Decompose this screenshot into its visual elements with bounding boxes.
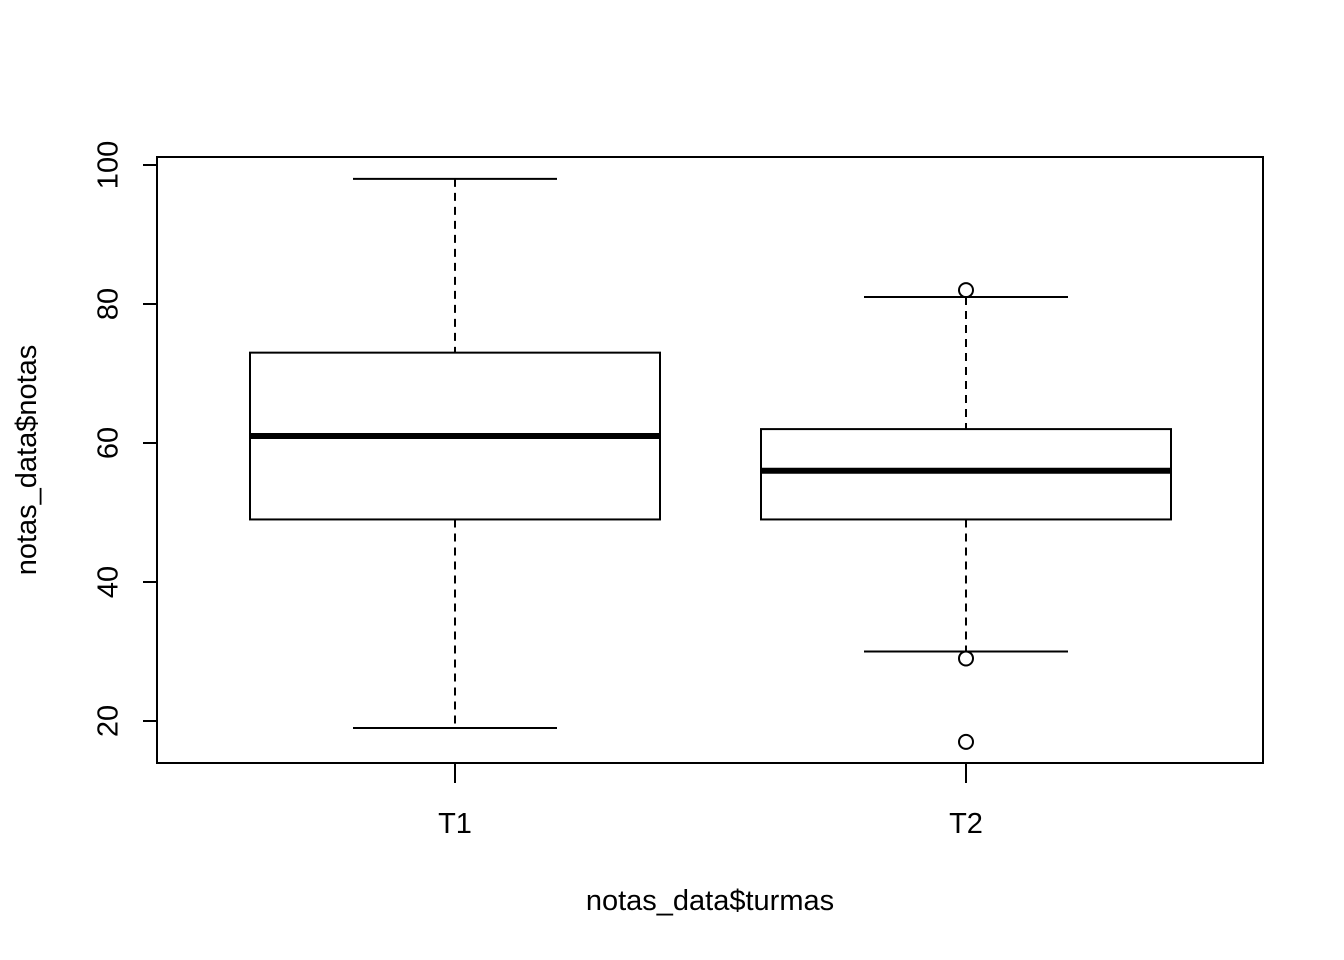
y-axis: 20 40 60 80 100	[93, 141, 158, 737]
x-axis-title: notas_data$turmas	[586, 885, 834, 917]
boxes-group	[249, 177, 1172, 750]
y-tick-label: 20	[93, 705, 125, 737]
x-axis: T1 T2	[438, 763, 983, 840]
y-tick-label: 80	[93, 288, 125, 320]
x-tick-label: T1	[438, 808, 472, 840]
outlier-point	[958, 650, 974, 667]
y-tick-label: 60	[93, 427, 125, 459]
y-tick-label: 100	[93, 141, 125, 189]
iqr-box	[760, 428, 1172, 521]
outlier-point	[958, 733, 974, 750]
outlier-point	[958, 282, 974, 299]
x-tick-label: T2	[949, 808, 983, 840]
y-tick-label: 40	[93, 566, 125, 598]
y-axis-title: notas_data$notas	[11, 345, 43, 576]
